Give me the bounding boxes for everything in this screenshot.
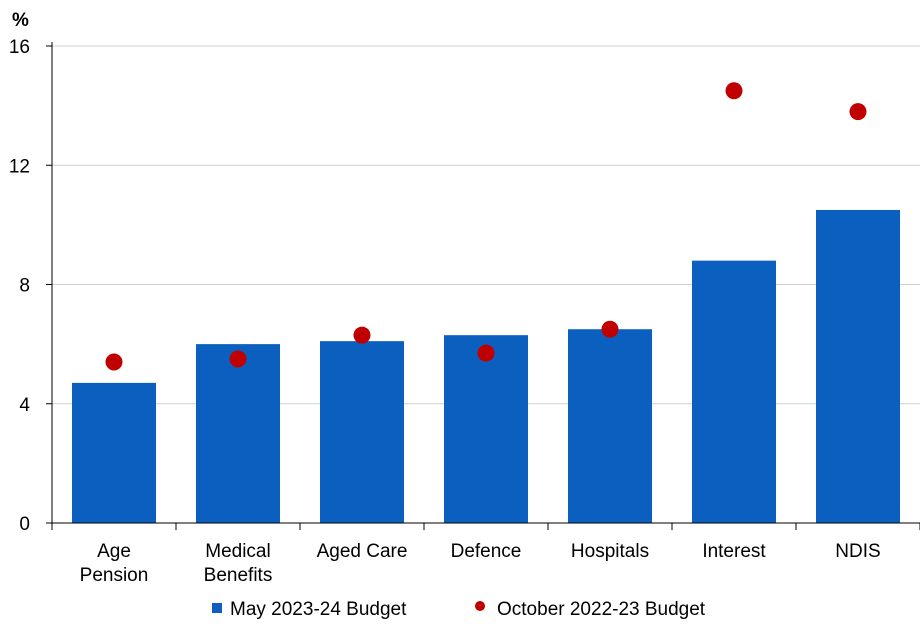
- x-tick-label-6: NDIS: [835, 541, 880, 562]
- bar-3: [444, 335, 528, 523]
- bar-0: [72, 382, 156, 523]
- legend: May 2023-24 Budget October 2022-23 Budget: [212, 599, 706, 620]
- dot-4: [601, 320, 619, 338]
- dot-5: [725, 82, 743, 100]
- dot-3: [477, 344, 495, 362]
- y-tick-label-8: 8: [19, 276, 30, 297]
- legend-label-dot: October 2022-23 Budget: [497, 599, 706, 620]
- x-tick-label-2: Aged Care: [317, 541, 408, 562]
- x-tick-label-4: Hospitals: [571, 541, 649, 562]
- dot-2: [353, 326, 371, 344]
- x-tick-label-0: Age Pension: [80, 541, 149, 586]
- dot-0: [105, 353, 123, 371]
- legend-swatch-dot: [475, 601, 485, 611]
- y-tick-label-16: 16: [9, 37, 30, 58]
- dot-6: [849, 103, 867, 121]
- bar-5: [692, 260, 776, 523]
- bar-4: [568, 329, 652, 523]
- axes: [46, 42, 920, 530]
- legend-label-bar: May 2023-24 Budget: [230, 599, 407, 620]
- bar-1: [196, 344, 280, 523]
- labels: 0 4 8 12 16% Age Pension Medical Benefits Aged Ca…: [9, 10, 881, 586]
- bar-2: [320, 341, 404, 523]
- bars: [72, 209, 900, 523]
- x-tick-label-3: Defence: [451, 541, 522, 562]
- dot-1: [229, 350, 247, 368]
- y-tick-label-4: 4: [19, 395, 30, 416]
- dots: [105, 82, 867, 371]
- y-tick-label-0: 0: [19, 514, 30, 535]
- y-tick-label-12: 12: [9, 156, 30, 177]
- legend-swatch-bar: [212, 603, 222, 613]
- x-tick-label-5: Interest: [702, 541, 766, 562]
- x-tick-label-1: Medical Benefits: [204, 541, 273, 586]
- unit-label: %: [12, 10, 29, 31]
- bar-6: [816, 209, 900, 523]
